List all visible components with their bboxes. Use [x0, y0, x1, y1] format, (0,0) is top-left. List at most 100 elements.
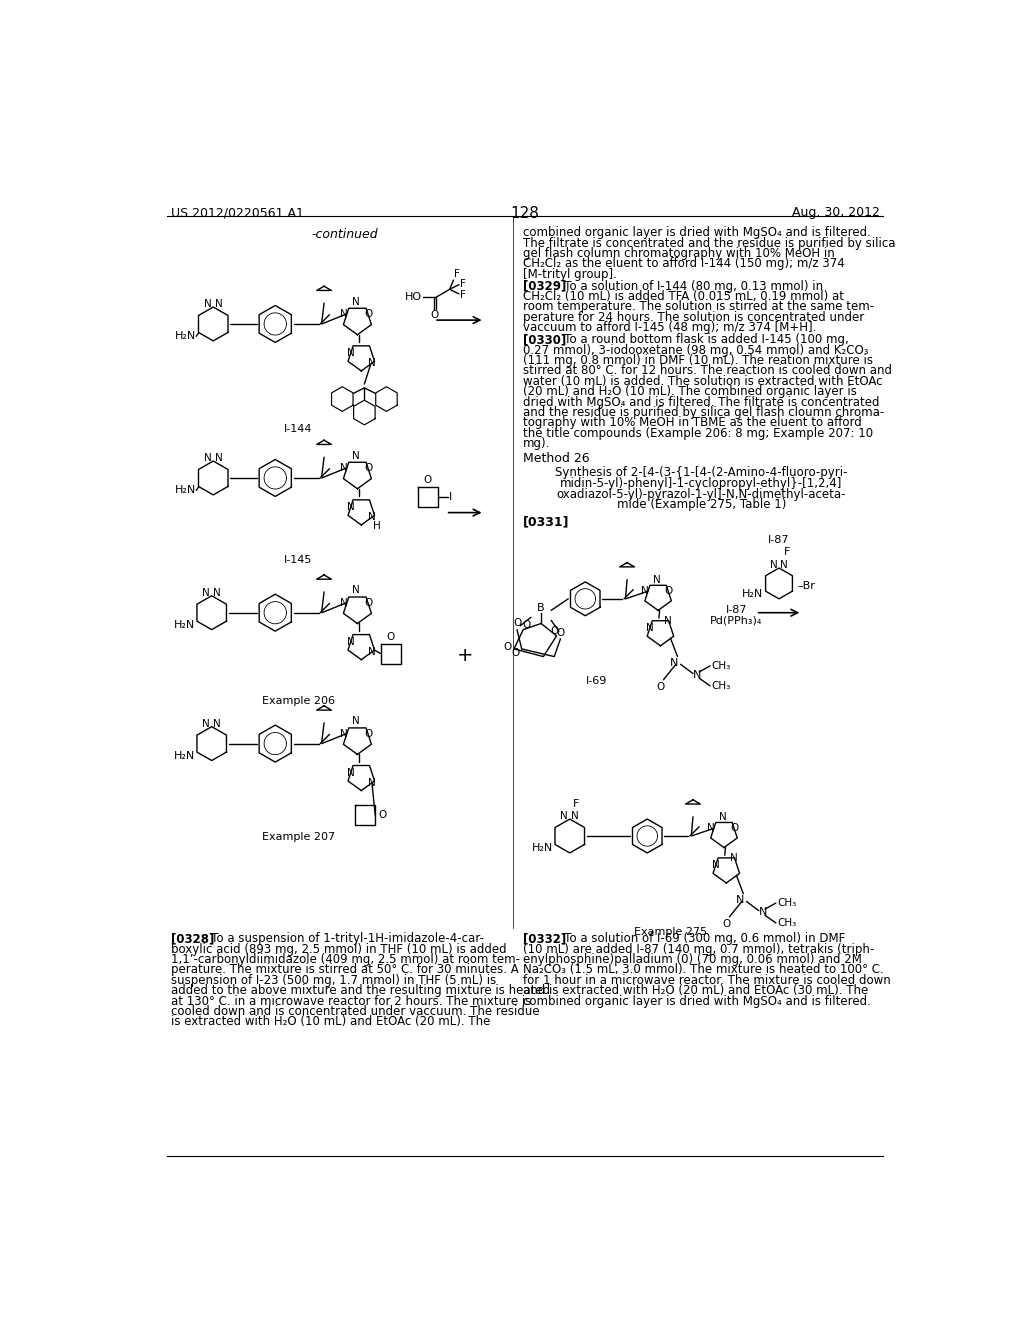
- Text: water (10 mL) is added. The solution is extracted with EtOAc: water (10 mL) is added. The solution is …: [523, 375, 883, 388]
- Text: B: B: [538, 603, 545, 612]
- Text: O: O: [730, 824, 738, 833]
- Text: I-145: I-145: [285, 554, 312, 565]
- Text: Synthesis of 2-[4-(3-{1-[4-(2-Amino-4-fluoro-pyri-: Synthesis of 2-[4-(3-{1-[4-(2-Amino-4-fl…: [555, 466, 848, 479]
- Text: [0330]: [0330]: [523, 333, 566, 346]
- Text: O: O: [550, 626, 558, 636]
- Text: CH₂Cl₂ as the eluent to afford I-144 (150 mg); m/z 374: CH₂Cl₂ as the eluent to afford I-144 (15…: [523, 257, 845, 271]
- Text: O: O: [656, 682, 665, 692]
- Text: N: N: [719, 812, 726, 822]
- Text: Example 206: Example 206: [262, 696, 335, 706]
- Text: and the residue is purified by silica gel flash cloumn chroma-: and the residue is purified by silica ge…: [523, 407, 885, 418]
- Text: +: +: [457, 645, 473, 664]
- Text: N: N: [346, 502, 354, 512]
- Text: F: F: [460, 279, 466, 289]
- Text: N: N: [213, 718, 221, 729]
- Text: H₂N: H₂N: [531, 843, 553, 853]
- Text: vaccuum to afford I-145 (48 mg); m/z 374 [M+H].: vaccuum to afford I-145 (48 mg); m/z 374…: [523, 321, 816, 334]
- Text: F: F: [455, 269, 460, 279]
- Text: To a solution of I-69 (300 mg, 0.6 mmol) in DMF: To a solution of I-69 (300 mg, 0.6 mmol)…: [553, 932, 845, 945]
- Text: N: N: [340, 729, 347, 739]
- Text: N: N: [203, 587, 210, 598]
- Text: boxylic acid (893 mg, 2.5 mmol) in THF (10 mL) is added: boxylic acid (893 mg, 2.5 mmol) in THF (…: [171, 942, 506, 956]
- Text: I-144: I-144: [285, 424, 312, 434]
- Text: H₂N: H₂N: [173, 751, 195, 760]
- Text: N: N: [369, 512, 376, 523]
- Text: O: O: [424, 475, 432, 486]
- Text: N: N: [346, 348, 354, 358]
- Text: O: O: [511, 648, 519, 657]
- Text: O: O: [378, 810, 386, 820]
- Text: O: O: [431, 310, 439, 319]
- Text: midin-5-yl)-phenyl]-1-cyclopropyl-ethyl}-[1,2,4]: midin-5-yl)-phenyl]-1-cyclopropyl-ethyl}…: [560, 477, 843, 490]
- Text: N: N: [203, 718, 210, 729]
- Text: dried with MgSO₄ and is filtered. The filtrate is concentrated: dried with MgSO₄ and is filtered. The fi…: [523, 396, 880, 409]
- Text: [M-trityl group].: [M-trityl group].: [523, 268, 617, 281]
- Text: N: N: [736, 895, 744, 906]
- Text: (20 mL) and H₂O (10 mL). The combined organic layer is: (20 mL) and H₂O (10 mL). The combined or…: [523, 385, 857, 399]
- Text: O: O: [365, 729, 373, 739]
- Text: N: N: [215, 298, 222, 309]
- Text: H₂N: H₂N: [742, 589, 764, 599]
- Text: I-87: I-87: [726, 605, 748, 615]
- Text: O: O: [522, 620, 530, 630]
- Text: room temperature. The solution is stirred at the same tem-: room temperature. The solution is stirre…: [523, 301, 874, 313]
- Text: is extracted with H₂O (10 mL) and EtOAc (20 mL). The: is extracted with H₂O (10 mL) and EtOAc …: [171, 1015, 490, 1028]
- Text: N: N: [204, 298, 212, 309]
- Text: [0328]: [0328]: [171, 932, 214, 945]
- Text: I-87: I-87: [768, 535, 790, 545]
- Text: N: N: [560, 810, 568, 821]
- Text: O: O: [387, 631, 395, 642]
- Text: O: O: [365, 309, 373, 319]
- Text: Example 275: Example 275: [634, 927, 707, 937]
- Text: mg).: mg).: [523, 437, 551, 450]
- Text: N: N: [652, 574, 660, 585]
- Text: Aug. 30, 2012: Aug. 30, 2012: [792, 206, 880, 219]
- Text: N: N: [693, 671, 701, 680]
- Text: suspension of I-23 (500 mg, 1.7 mmol) in THF (5 mL) is: suspension of I-23 (500 mg, 1.7 mmol) in…: [171, 974, 496, 987]
- Text: CH₂Cl₂ (10 mL) is added TFA (0.015 mL, 0.19 mmol) at: CH₂Cl₂ (10 mL) is added TFA (0.015 mL, 0…: [523, 290, 844, 304]
- Text: US 2012/0220561 A1: US 2012/0220561 A1: [171, 206, 303, 219]
- Text: Pd(PPh₃)₄: Pd(PPh₃)₄: [711, 615, 763, 624]
- Text: [0331]: [0331]: [523, 515, 569, 528]
- Text: N: N: [352, 585, 359, 595]
- Text: (111 mg, 0.8 mmol) in DMF (10 mL). The reation mixture is: (111 mg, 0.8 mmol) in DMF (10 mL). The r…: [523, 354, 873, 367]
- Text: (10 mL) are added I-87 (140 mg, 0.7 mmol), tetrakis (triph-: (10 mL) are added I-87 (140 mg, 0.7 mmol…: [523, 942, 874, 956]
- Text: N: N: [707, 824, 715, 833]
- Text: [0329]: [0329]: [523, 280, 566, 293]
- Text: N: N: [213, 587, 221, 598]
- Text: HO: HO: [406, 292, 423, 302]
- Text: N: N: [369, 358, 376, 368]
- Text: H₂N: H₂N: [175, 486, 197, 495]
- Text: combined organic layer is dried with MgSO₄ and is filtered.: combined organic layer is dried with MgS…: [523, 995, 871, 1007]
- Text: Example 207: Example 207: [262, 832, 335, 842]
- Text: N: N: [665, 616, 672, 626]
- Text: Na₂CO₃ (1.5 mL, 3.0 mmol). The mixture is heated to 100° C.: Na₂CO₃ (1.5 mL, 3.0 mmol). The mixture i…: [523, 964, 884, 977]
- Text: 128: 128: [510, 206, 540, 222]
- Text: O: O: [365, 463, 373, 473]
- Text: O: O: [504, 642, 512, 652]
- Text: perature. The mixture is stirred at 50° C. for 30 minutes. A: perature. The mixture is stirred at 50° …: [171, 964, 518, 977]
- Text: CH₃: CH₃: [712, 681, 731, 690]
- Text: perature for 24 hours. The solution is concentrated under: perature for 24 hours. The solution is c…: [523, 312, 864, 323]
- Text: N: N: [369, 647, 376, 657]
- Text: N: N: [770, 560, 778, 570]
- Text: F: F: [460, 289, 466, 300]
- Text: N: N: [571, 810, 579, 821]
- Text: and is extracted with H₂O (20 mL) and EtOAc (30 mL). The: and is extracted with H₂O (20 mL) and Et…: [523, 985, 868, 997]
- Text: O: O: [365, 598, 373, 607]
- Text: N: N: [352, 450, 359, 461]
- Text: N: N: [340, 598, 347, 607]
- Text: O: O: [722, 919, 730, 929]
- Text: I-69: I-69: [586, 676, 607, 686]
- Text: N: N: [779, 560, 787, 570]
- Text: 1,1’-carbonyldiimidazole (409 mg, 2.5 mmol) at room tem-: 1,1’-carbonyldiimidazole (409 mg, 2.5 mm…: [171, 953, 519, 966]
- Text: To a solution of I-144 (80 mg, 0.13 mmol) in: To a solution of I-144 (80 mg, 0.13 mmol…: [553, 280, 823, 293]
- Text: N: N: [346, 768, 354, 777]
- Text: O: O: [664, 586, 673, 597]
- Text: enylphosphine)palladium (0) (70 mg, 0.06 mmol) and 2M: enylphosphine)palladium (0) (70 mg, 0.06…: [523, 953, 862, 966]
- Text: [0332]: [0332]: [523, 932, 566, 945]
- Text: oxadiazol-5-yl)-pyrazol-1-yl]-N,N-dimethyl-aceta-: oxadiazol-5-yl)-pyrazol-1-yl]-N,N-dimeth…: [557, 487, 846, 500]
- Text: 0.27 mmol), 3-iodooxetane (98 mg, 0.54 mmol) and K₂CO₃: 0.27 mmol), 3-iodooxetane (98 mg, 0.54 m…: [523, 343, 868, 356]
- Text: the title compounds (Example 206: 8 mg; Example 207: 10: the title compounds (Example 206: 8 mg; …: [523, 426, 873, 440]
- Text: N: N: [204, 453, 212, 463]
